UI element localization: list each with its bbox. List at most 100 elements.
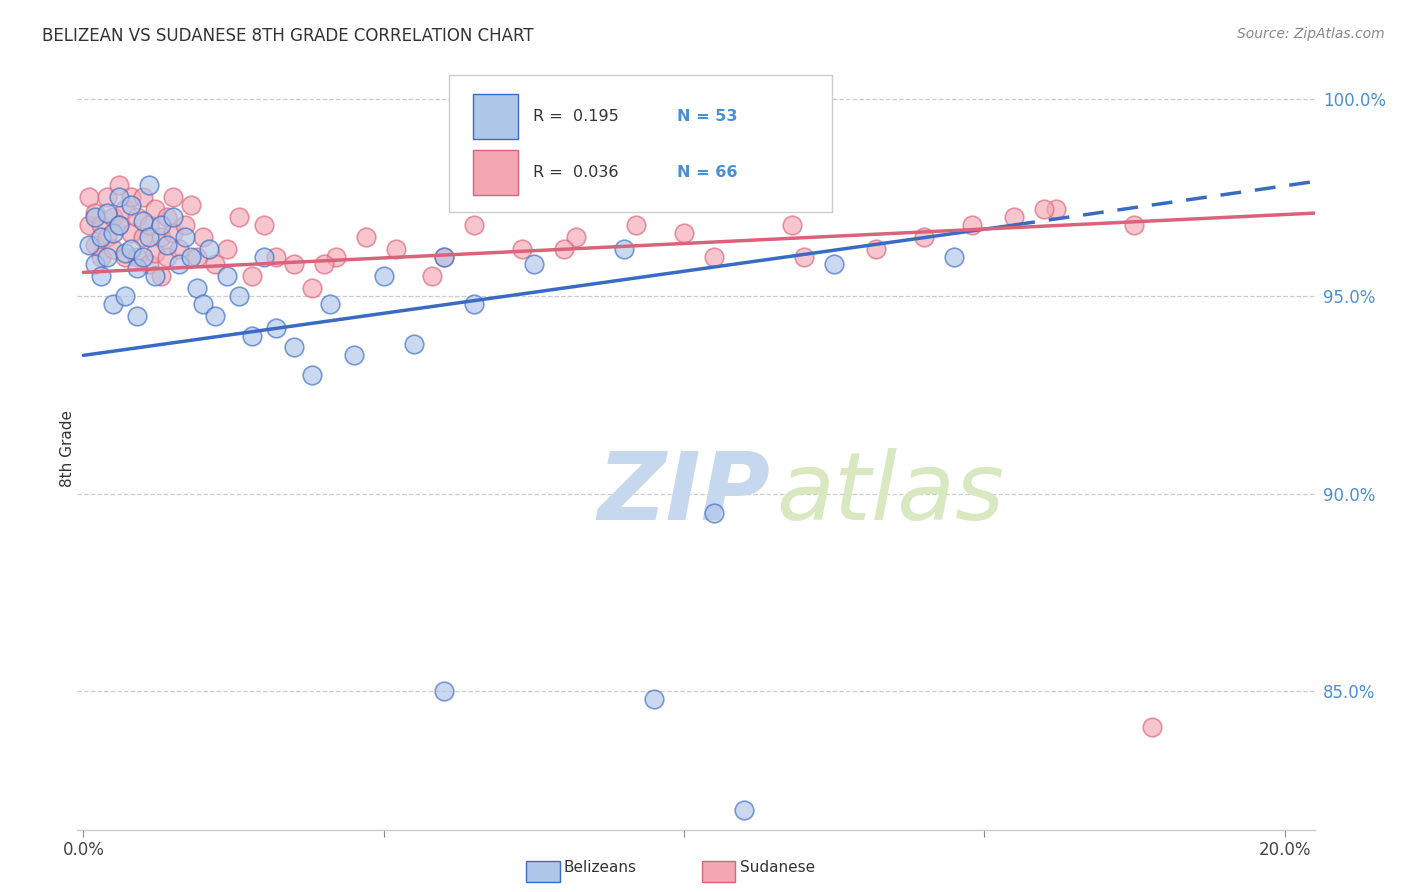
Point: [312, 258, 335, 272]
Point: [780, 218, 803, 232]
Point: [127, 309, 149, 323]
Point: [186, 281, 208, 295]
Point: [193, 297, 215, 311]
Text: R =  0.036: R = 0.036: [533, 165, 619, 179]
FancyBboxPatch shape: [474, 150, 517, 194]
Point: [420, 269, 443, 284]
Point: [150, 229, 173, 244]
Point: [198, 242, 221, 256]
Point: [217, 269, 239, 284]
Point: [325, 250, 347, 264]
Point: [264, 250, 287, 264]
Point: [1142, 720, 1164, 734]
Point: [180, 198, 202, 212]
Point: [150, 218, 173, 232]
Point: [114, 289, 136, 303]
Point: [283, 341, 305, 355]
Point: [962, 218, 984, 232]
Point: [127, 261, 149, 276]
Point: [643, 692, 665, 706]
Point: [217, 242, 239, 256]
Point: [127, 210, 149, 224]
Point: [96, 206, 118, 220]
Point: [84, 210, 107, 224]
Point: [510, 242, 533, 256]
Point: [174, 229, 197, 244]
Point: [114, 250, 136, 264]
Point: [1002, 210, 1025, 224]
Point: [1123, 218, 1146, 232]
Point: [301, 368, 323, 383]
Point: [240, 269, 263, 284]
Point: [613, 242, 636, 256]
Point: [90, 218, 112, 232]
Point: [204, 309, 226, 323]
Point: [108, 218, 131, 232]
Point: [463, 297, 485, 311]
Point: [283, 258, 305, 272]
Point: [301, 281, 323, 295]
Point: [120, 242, 142, 256]
Point: [186, 250, 208, 264]
Point: [912, 229, 935, 244]
Point: [114, 245, 136, 260]
Point: [79, 218, 101, 232]
Point: [565, 229, 588, 244]
Point: [96, 190, 118, 204]
Point: [120, 198, 142, 212]
Text: Sudanese: Sudanese: [740, 861, 814, 875]
Text: Source: ZipAtlas.com: Source: ZipAtlas.com: [1237, 27, 1385, 41]
Point: [132, 229, 155, 244]
Point: [84, 206, 107, 220]
Point: [943, 250, 966, 264]
Point: [402, 336, 425, 351]
Point: [384, 242, 406, 256]
Point: [90, 269, 112, 284]
Point: [162, 190, 184, 204]
Point: [127, 250, 149, 264]
Point: [169, 242, 191, 256]
Point: [132, 190, 155, 204]
Point: [114, 202, 136, 216]
Point: [373, 269, 395, 284]
FancyBboxPatch shape: [474, 94, 517, 139]
Point: [96, 229, 118, 244]
Point: [1033, 202, 1056, 216]
Point: [132, 250, 155, 264]
Point: [145, 202, 167, 216]
Point: [204, 258, 226, 272]
Point: [733, 803, 755, 817]
Text: N = 66: N = 66: [678, 165, 738, 179]
Point: [672, 226, 695, 240]
Point: [103, 226, 125, 240]
Point: [624, 218, 647, 232]
Point: [252, 218, 274, 232]
Point: [156, 250, 179, 264]
Point: [103, 297, 125, 311]
Point: [162, 210, 184, 224]
Point: [180, 250, 202, 264]
Point: [108, 218, 131, 232]
Point: [169, 258, 191, 272]
Point: [228, 210, 250, 224]
Text: atlas: atlas: [776, 449, 1005, 540]
Point: [318, 297, 340, 311]
Point: [162, 226, 184, 240]
Point: [703, 507, 725, 521]
Point: [145, 245, 167, 260]
Text: N = 53: N = 53: [678, 109, 738, 124]
Point: [103, 210, 125, 224]
Point: [433, 250, 456, 264]
Point: [108, 178, 131, 193]
Point: [79, 190, 101, 204]
Point: [823, 258, 845, 272]
Point: [463, 218, 485, 232]
Point: [343, 348, 366, 362]
Point: [156, 210, 179, 224]
Point: [174, 218, 197, 232]
Point: [703, 250, 725, 264]
Text: Belizeans: Belizeans: [564, 861, 637, 875]
Point: [228, 289, 250, 303]
Point: [90, 229, 112, 244]
Point: [252, 250, 274, 264]
